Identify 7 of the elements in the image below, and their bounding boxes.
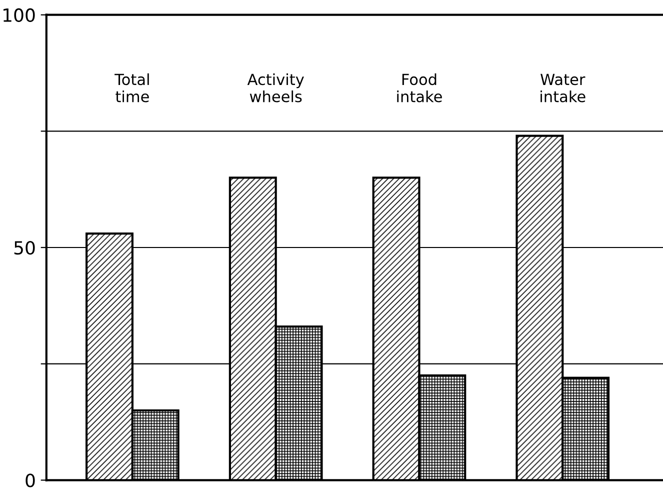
x-tick-label: Food intake xyxy=(397,73,442,102)
y-tick-label: 0 xyxy=(26,474,35,488)
x-tick-label: Water intake xyxy=(540,74,586,102)
y-tick-label: 50 xyxy=(14,240,35,255)
x-tick-label: Total time xyxy=(114,73,149,102)
x-tick-label: Activity wheels xyxy=(247,73,304,102)
y-tick-label: 100 xyxy=(4,8,35,22)
